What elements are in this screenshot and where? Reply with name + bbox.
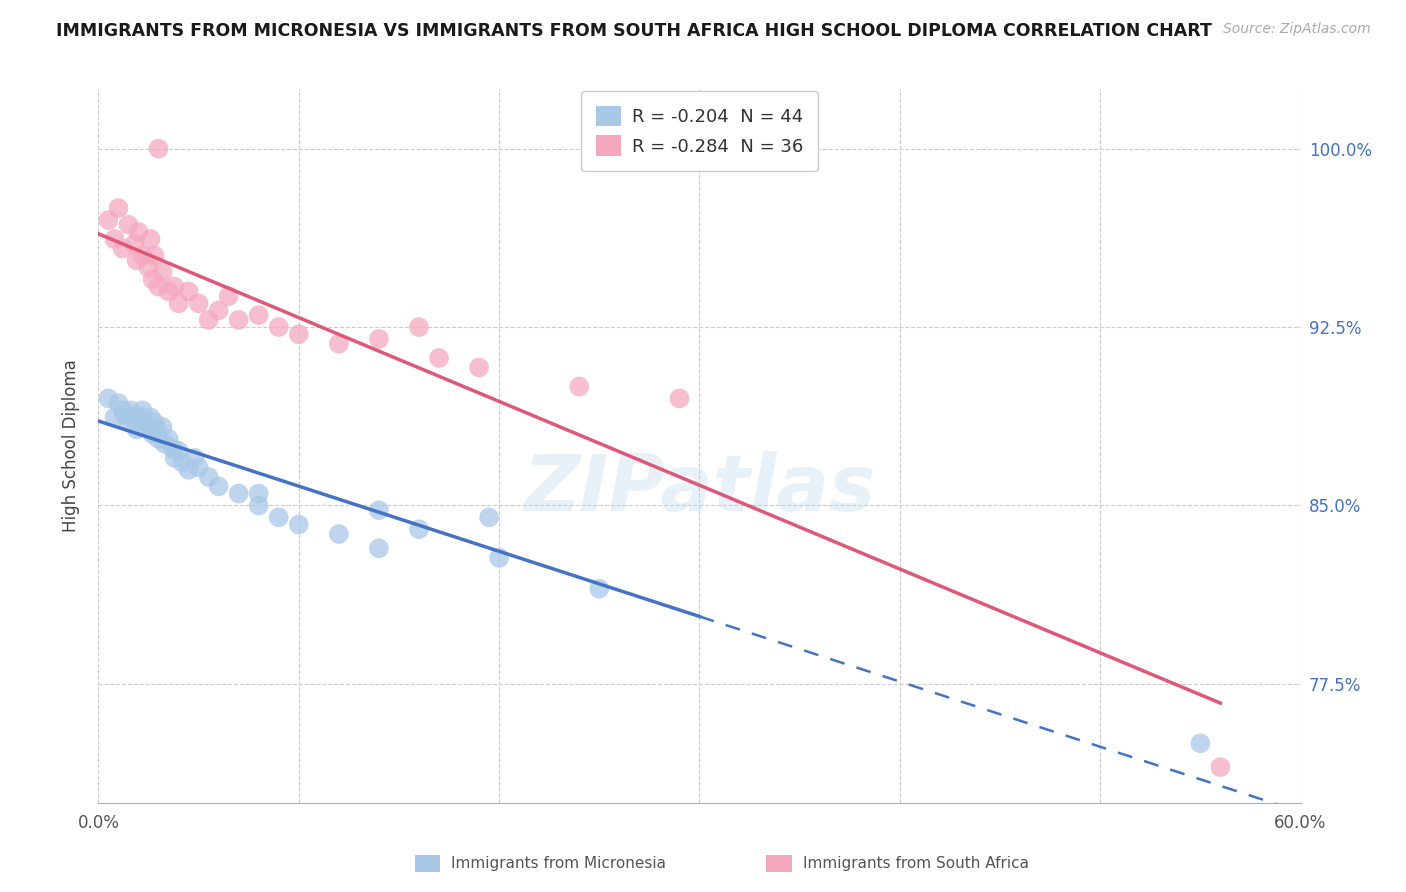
Point — [163, 279, 186, 293]
Point — [141, 427, 163, 442]
Point — [197, 470, 219, 484]
Point — [120, 403, 142, 417]
Point — [177, 285, 200, 299]
Point — [197, 313, 219, 327]
Point — [478, 510, 501, 524]
Point — [1209, 760, 1232, 774]
Point — [152, 420, 174, 434]
Point — [148, 142, 170, 156]
Point — [157, 285, 180, 299]
Point — [247, 499, 270, 513]
Point — [408, 320, 430, 334]
Point — [107, 396, 129, 410]
Point — [114, 408, 136, 422]
Point — [183, 450, 205, 465]
Point — [427, 351, 450, 365]
Point — [218, 289, 240, 303]
Point — [148, 432, 170, 446]
Point — [288, 517, 311, 532]
Point — [267, 510, 290, 524]
Point — [125, 253, 148, 268]
Point — [139, 232, 162, 246]
Point — [148, 279, 170, 293]
Point — [187, 460, 209, 475]
Point — [172, 456, 194, 470]
Point — [368, 541, 391, 556]
Point — [167, 296, 190, 310]
Point — [1189, 736, 1212, 750]
Point — [568, 379, 591, 393]
Text: Immigrants from Micronesia: Immigrants from Micronesia — [451, 856, 666, 871]
Point — [208, 479, 231, 493]
Point — [228, 313, 250, 327]
Point — [328, 527, 350, 541]
Text: ZIPatlas: ZIPatlas — [523, 450, 876, 527]
Text: IMMIGRANTS FROM MICRONESIA VS IMMIGRANTS FROM SOUTH AFRICA HIGH SCHOOL DIPLOMA C: IMMIGRANTS FROM MICRONESIA VS IMMIGRANTS… — [56, 22, 1212, 40]
Point — [488, 550, 510, 565]
Point — [103, 410, 125, 425]
Point — [208, 303, 231, 318]
Point — [145, 422, 167, 436]
Point — [152, 265, 174, 279]
Text: Source: ZipAtlas.com: Source: ZipAtlas.com — [1223, 22, 1371, 37]
Point — [267, 320, 290, 334]
Point — [111, 242, 134, 256]
Point — [247, 308, 270, 322]
Point — [187, 296, 209, 310]
Point — [588, 582, 610, 596]
Point — [247, 486, 270, 500]
Text: Immigrants from South Africa: Immigrants from South Africa — [803, 856, 1029, 871]
Point — [408, 522, 430, 536]
Point — [128, 225, 150, 239]
Point — [117, 415, 139, 429]
Point — [167, 443, 190, 458]
Legend: R = -0.204  N = 44, R = -0.284  N = 36: R = -0.204 N = 44, R = -0.284 N = 36 — [581, 91, 818, 170]
Y-axis label: High School Diploma: High School Diploma — [62, 359, 80, 533]
Point — [138, 260, 160, 275]
Point — [97, 213, 120, 227]
Point — [143, 415, 166, 429]
Point — [157, 432, 180, 446]
Point — [129, 417, 152, 432]
Point — [134, 413, 156, 427]
Point — [153, 436, 176, 450]
Point — [177, 463, 200, 477]
Point — [143, 249, 166, 263]
Point — [228, 486, 250, 500]
Point — [139, 410, 162, 425]
Point — [128, 408, 150, 422]
Point — [107, 201, 129, 215]
Point — [125, 422, 148, 436]
Point — [368, 503, 391, 517]
Point — [97, 392, 120, 406]
Point — [468, 360, 491, 375]
Point — [124, 413, 146, 427]
Point — [138, 420, 160, 434]
Point — [328, 336, 350, 351]
Point — [368, 332, 391, 346]
Point — [141, 272, 163, 286]
Point — [163, 450, 186, 465]
Point — [668, 392, 690, 406]
Point — [162, 442, 184, 456]
Point — [131, 403, 153, 417]
Point — [288, 327, 311, 342]
Point — [103, 232, 125, 246]
Point — [131, 249, 153, 263]
Point — [124, 236, 146, 251]
Point — [111, 403, 134, 417]
Point — [117, 218, 139, 232]
